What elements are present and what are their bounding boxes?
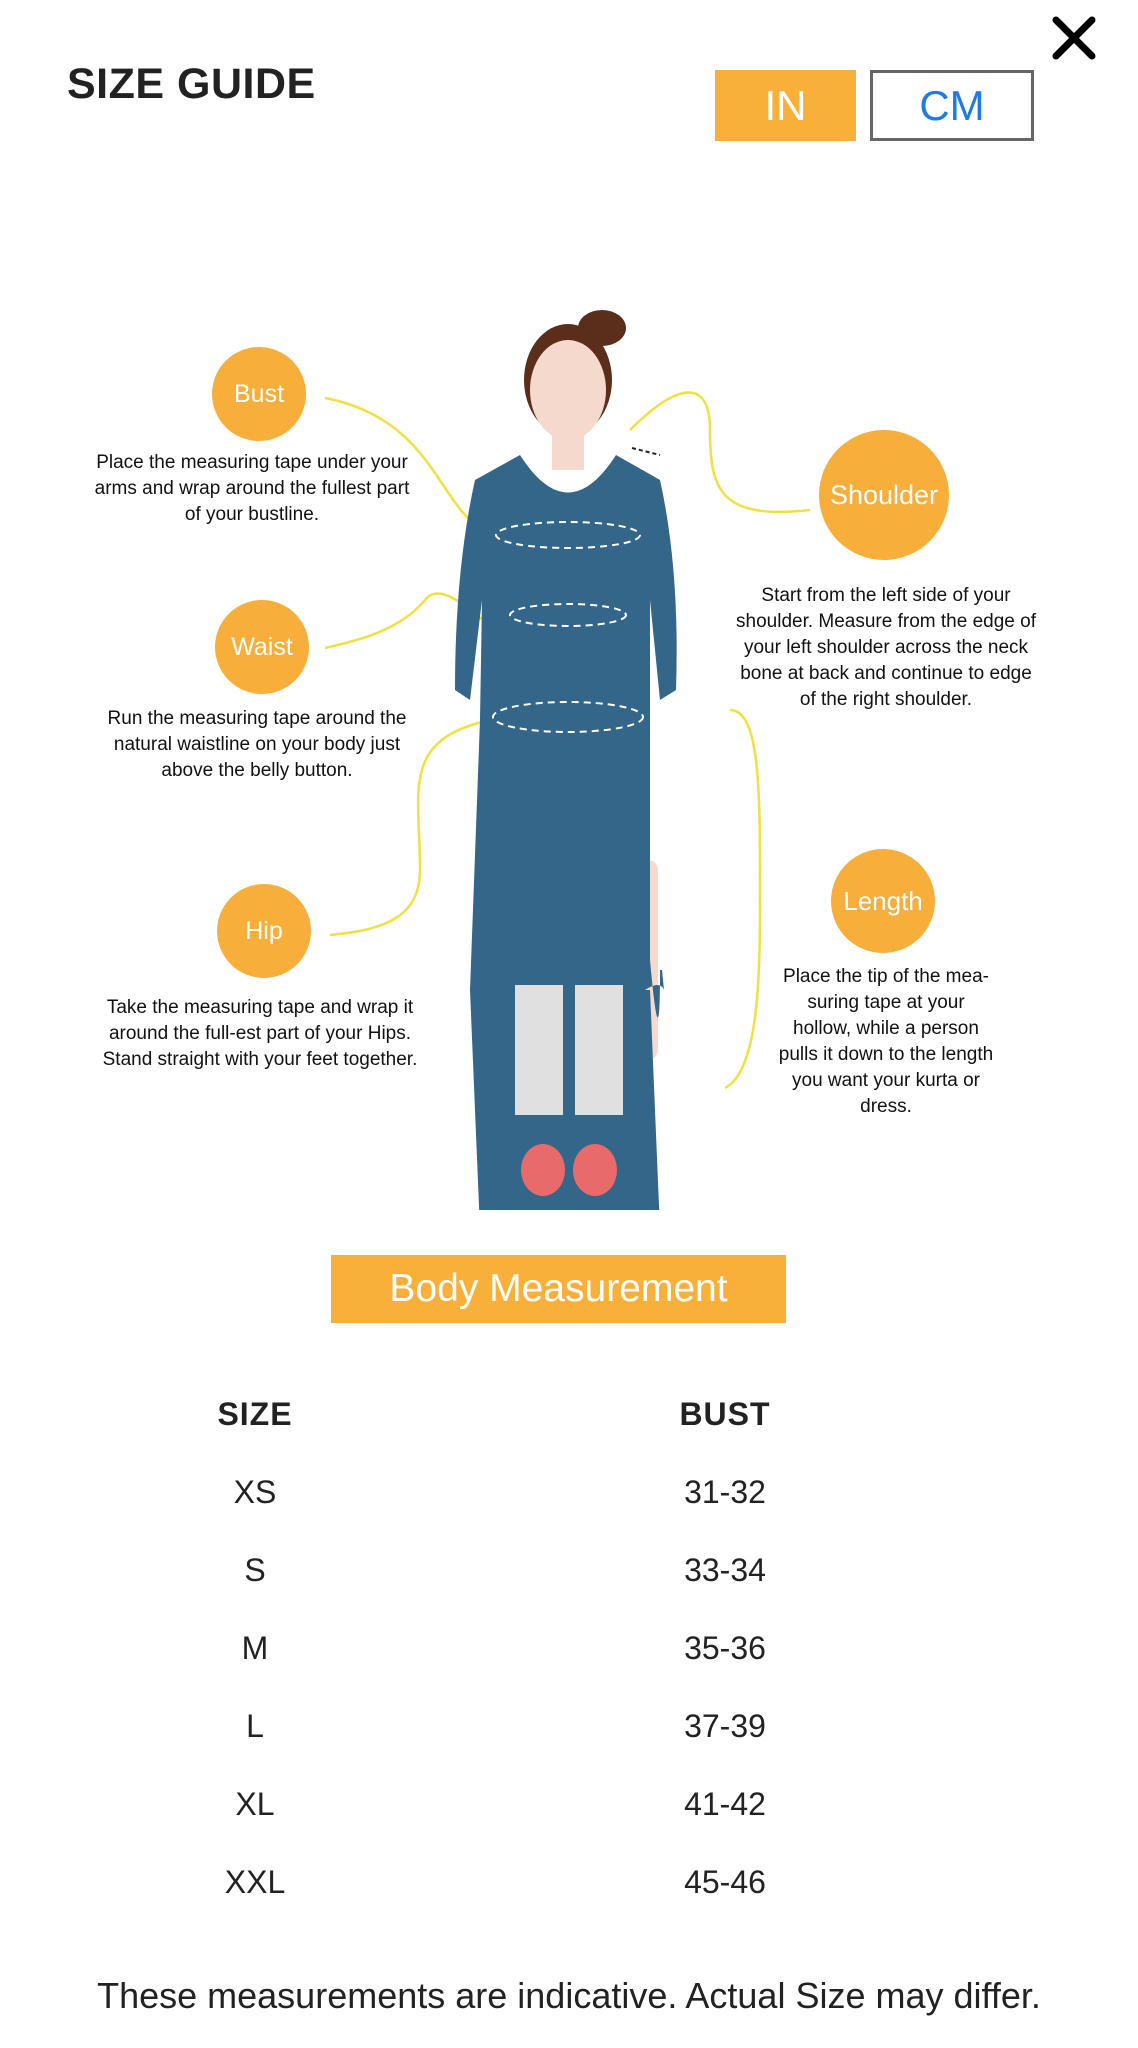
- size-cell: XXL: [224, 1864, 286, 1900]
- table-row: XL 41-42: [0, 1786, 1138, 1864]
- size-cell: XS: [233, 1474, 277, 1510]
- size-cell: XL: [235, 1786, 275, 1822]
- size-cell: S: [244, 1552, 266, 1588]
- size-cell: M: [241, 1630, 269, 1666]
- waist-badge: Waist: [215, 600, 309, 694]
- shoulder-description: Start from the left side of your shoulde…: [736, 585, 1036, 710]
- length-badge: Length: [831, 849, 935, 953]
- table-row: S 33-34: [0, 1552, 1138, 1630]
- bust-cell: 35-36: [684, 1630, 766, 1666]
- bust-cell: 33-34: [684, 1552, 766, 1588]
- length-description: Place the tip of the mea-suring tape at …: [778, 966, 994, 1117]
- hip-description: Take the measuring tape and wrap it arou…: [102, 997, 418, 1070]
- size-table: XS 31-32 S 33-34 M 35-36 L 37-39 XL 41-42 XXL…: [0, 1474, 1138, 1942]
- table-row: M 35-36: [0, 1630, 1138, 1708]
- disclaimer-text: These measurements are indicative. Actua…: [97, 1975, 1041, 2016]
- table-row: XS 31-32: [0, 1474, 1138, 1552]
- bust-description: Place the measuring tape under your arms…: [94, 452, 410, 525]
- woman-illustration: [324, 310, 811, 1210]
- bust-cell: 45-46: [684, 1864, 766, 1900]
- bust-badge: Bust: [212, 347, 306, 441]
- unit-in-button[interactable]: IN: [715, 70, 856, 141]
- bust-cell: 31-32: [684, 1474, 766, 1510]
- shoulder-badge: Shoulder: [819, 430, 949, 560]
- hip-badge: Hip: [217, 884, 311, 978]
- bust-column-header: BUST: [679, 1396, 771, 1432]
- waist-description: Run the measuring tape around the natura…: [107, 708, 407, 781]
- bust-cell: 41-42: [684, 1786, 766, 1822]
- table-row: L 37-39: [0, 1708, 1138, 1786]
- body-measurement-title: Body Measurement: [331, 1255, 786, 1323]
- table-row: XXL 45-46: [0, 1864, 1138, 1942]
- unit-cm-button[interactable]: CM: [870, 70, 1034, 141]
- size-column-header: SIZE: [217, 1396, 293, 1432]
- bust-cell: 37-39: [684, 1708, 766, 1744]
- page-title: SIZE GUIDE: [67, 60, 316, 108]
- close-icon[interactable]: [1050, 14, 1098, 62]
- size-cell: L: [246, 1708, 264, 1744]
